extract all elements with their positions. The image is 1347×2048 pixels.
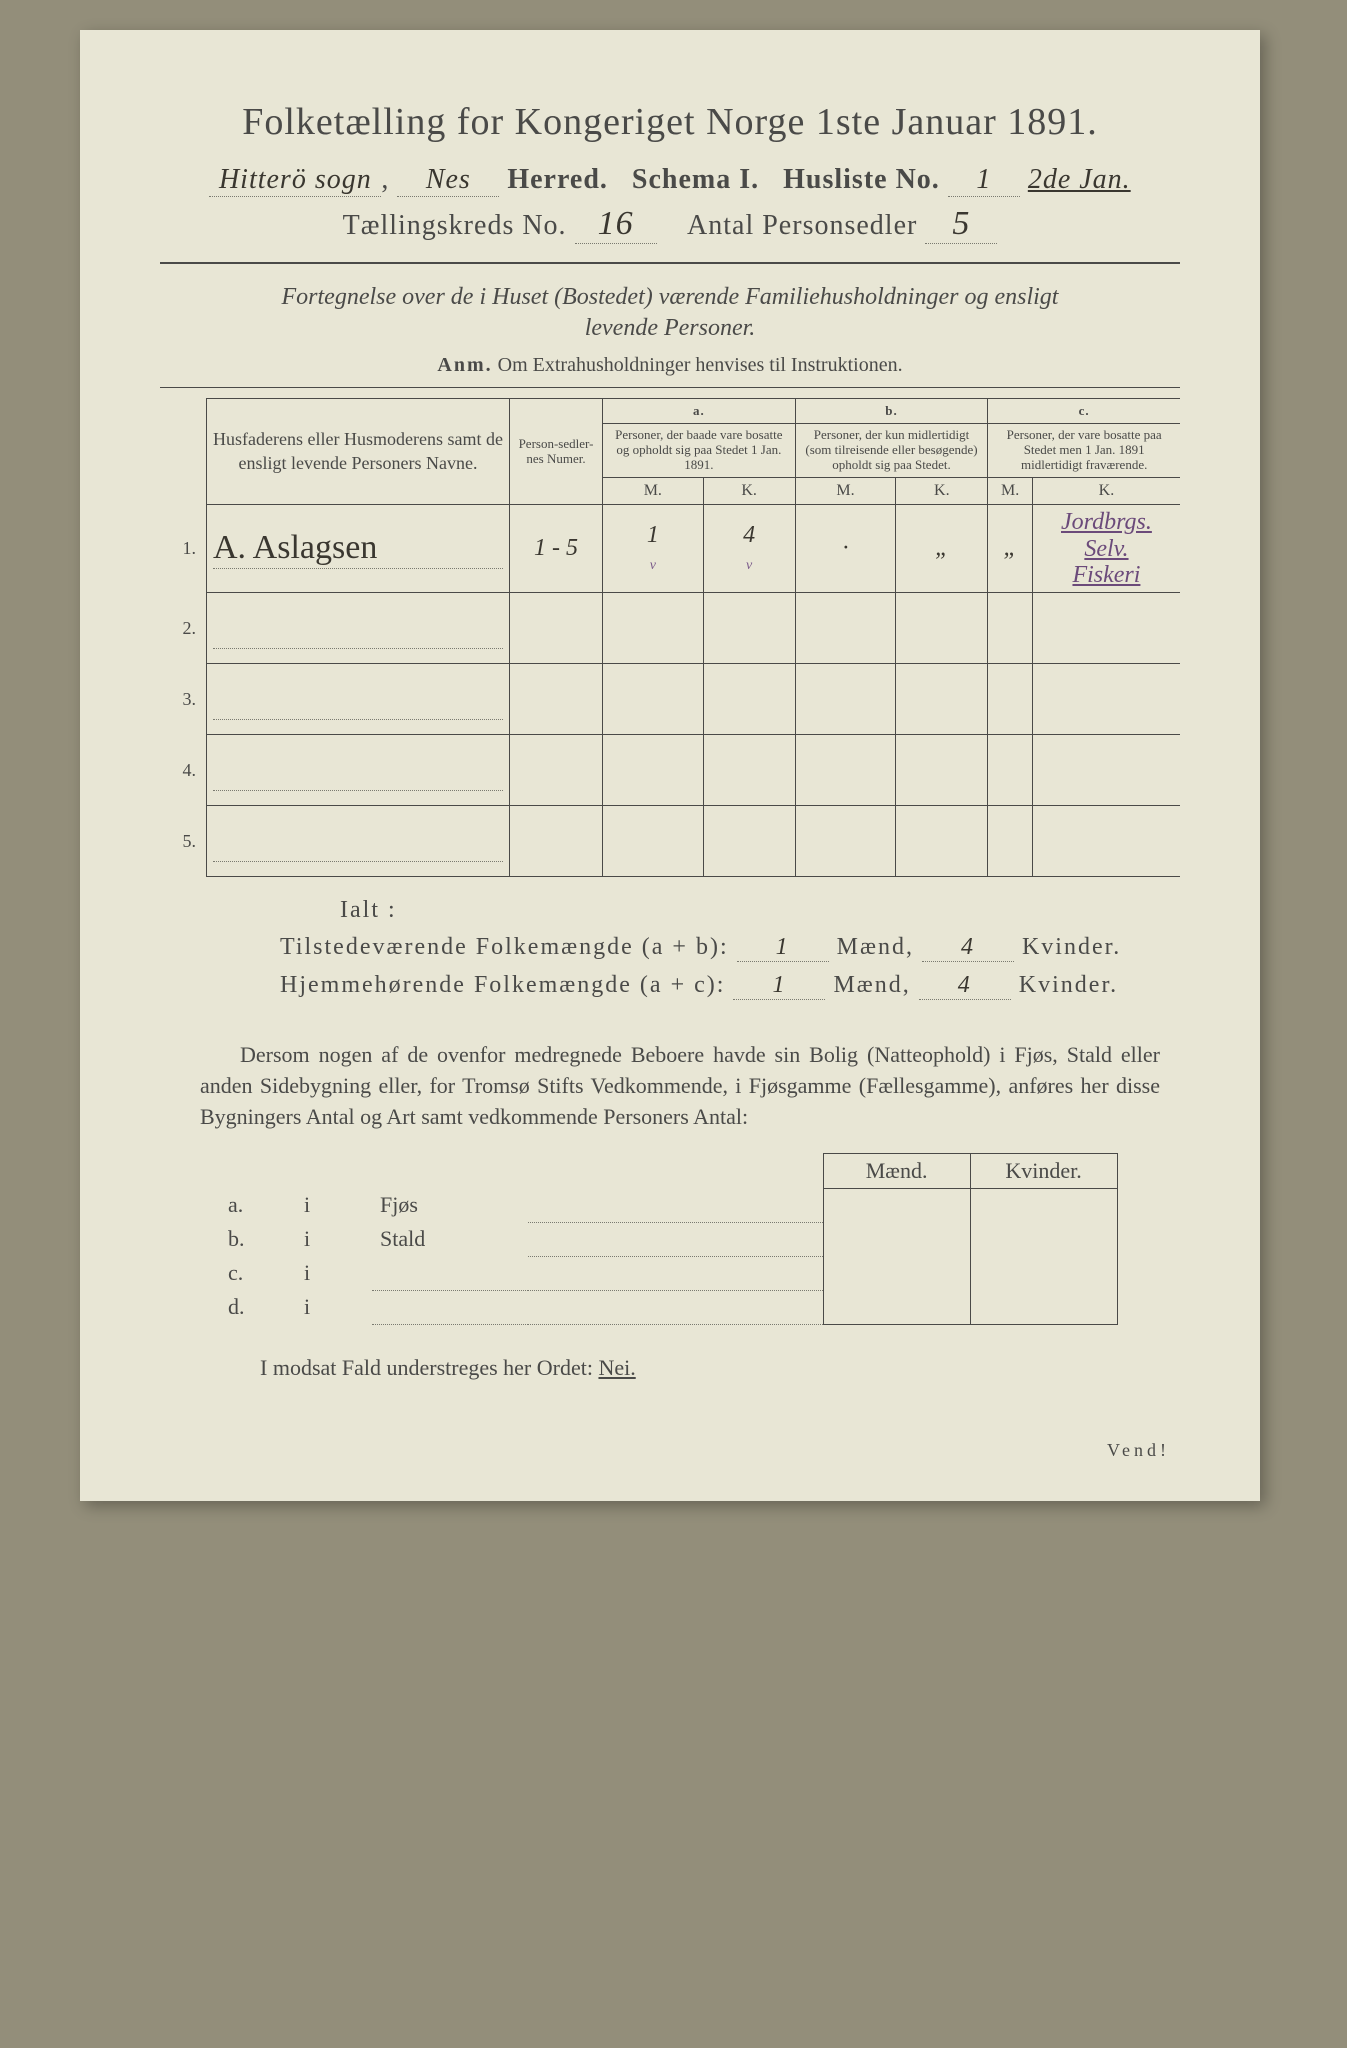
row-name	[213, 750, 503, 791]
mk-header: M.	[603, 478, 704, 505]
col-b-label: b.	[795, 399, 988, 424]
mk-header: M.	[795, 478, 896, 505]
a-m-value: 1	[647, 522, 659, 548]
kreds-value: 16	[575, 205, 657, 244]
vend-label: Vend!	[1107, 1440, 1170, 1461]
col-num-header: Person-sedler-nes Numer.	[510, 399, 603, 505]
main-table: Husfaderens eller Husmoderens samt de en…	[160, 398, 1180, 877]
col-c-desc: Personer, der vare bosatte paa Stedet me…	[988, 424, 1180, 478]
row-num: 1 - 5	[510, 505, 603, 593]
husliste-label: Husliste No.	[783, 164, 940, 195]
row-name: A. Aslagsen	[213, 528, 503, 569]
lower-row: b. i Stald	[220, 1222, 1117, 1256]
resident-m: 1	[733, 972, 825, 1000]
b-m-value: ·	[795, 505, 896, 593]
census-form-page: Folketælling for Kongeriget Norge 1ste J…	[80, 30, 1260, 1501]
lower-table: Mænd. Kvinder. a. i Fjøs b. i Stald c. i	[220, 1153, 1118, 1325]
page-title: Folketælling for Kongeriget Norge 1ste J…	[160, 100, 1180, 144]
mk-header: K.	[1032, 478, 1180, 505]
body-paragraph: Dersom nogen af de ovenfor medregnede Be…	[200, 1040, 1160, 1132]
col-a-desc: Personer, der baade vare bosatte og opho…	[603, 424, 796, 478]
personsedler-label: Antal Personsedler	[687, 210, 917, 241]
nei-line: I modsat Fald understreges her Ordet: Ne…	[260, 1355, 1180, 1381]
row-name	[213, 821, 503, 862]
mk-header: M.	[988, 478, 1033, 505]
present-k: 4	[922, 934, 1014, 962]
table-row: 4.	[160, 735, 1180, 806]
a-k-value: 4	[743, 522, 755, 548]
col-c-label: c.	[988, 399, 1180, 424]
sogn-value: Hitterö sogn	[209, 164, 381, 197]
col-b-desc: Personer, der kun midlertidigt (som tilr…	[795, 424, 988, 478]
section-heading: Fortegnelse over de i Huset (Bostedet) v…	[280, 282, 1060, 344]
lower-row: a. i Fjøs	[220, 1188, 1117, 1222]
anm-text: Om Extrahusholdninger henvises til Instr…	[498, 354, 903, 376]
anm-line: Anm. Om Extrahusholdninger henvises til …	[160, 354, 1180, 377]
row-name	[213, 679, 503, 720]
nei-word: Nei.	[598, 1355, 635, 1380]
herred-label: Herred.	[507, 164, 608, 195]
c-m-value: „	[988, 505, 1033, 593]
kreds-label: Tællingskreds No.	[343, 210, 567, 241]
mk-header: K.	[896, 478, 988, 505]
lower-row: c. i	[220, 1256, 1117, 1290]
date-value: 2de Jan.	[1028, 164, 1131, 195]
row-annotation: Jordbrgs. Selv. Fiskeri	[1032, 505, 1180, 593]
table-row: 3.	[160, 664, 1180, 735]
col-a-label: a.	[603, 399, 796, 424]
lower-row: d. i	[220, 1290, 1117, 1324]
total-present-line: Tilstedeværende Folkemængde (a + b): 1 M…	[280, 934, 1180, 962]
mk-header: K.	[703, 478, 795, 505]
header-line-2: Tællingskreds No. 16 Antal Personsedler …	[160, 205, 1180, 244]
table-row: 1. A. Aslagsen 1 - 5 1v 4v · „ „ Jordbrg…	[160, 505, 1180, 593]
table-row: 5.	[160, 806, 1180, 877]
herred-value: Nes	[397, 164, 499, 197]
table-row: 2.	[160, 593, 1180, 664]
anm-label: Anm.	[437, 354, 492, 376]
header-line-1: Hitterö sogn, Nes Herred. Schema I. Husl…	[160, 164, 1180, 197]
b-k-value: „	[896, 505, 988, 593]
personsedler-value: 5	[925, 205, 997, 244]
total-resident-line: Hjemmehørende Folkemængde (a + c): 1 Mæn…	[280, 972, 1180, 1000]
lower-head-k: Kvinder.	[970, 1153, 1117, 1188]
resident-k: 4	[919, 972, 1011, 1000]
divider	[160, 387, 1180, 388]
husliste-value: 1	[948, 164, 1020, 197]
col-name-header: Husfaderens eller Husmoderens samt de en…	[207, 399, 510, 505]
lower-head-m: Mænd.	[823, 1153, 970, 1188]
divider	[160, 262, 1180, 264]
present-m: 1	[737, 934, 829, 962]
row-name	[213, 608, 503, 649]
schema-label: Schema I.	[632, 164, 759, 195]
ialt-label: Ialt :	[340, 897, 1180, 924]
